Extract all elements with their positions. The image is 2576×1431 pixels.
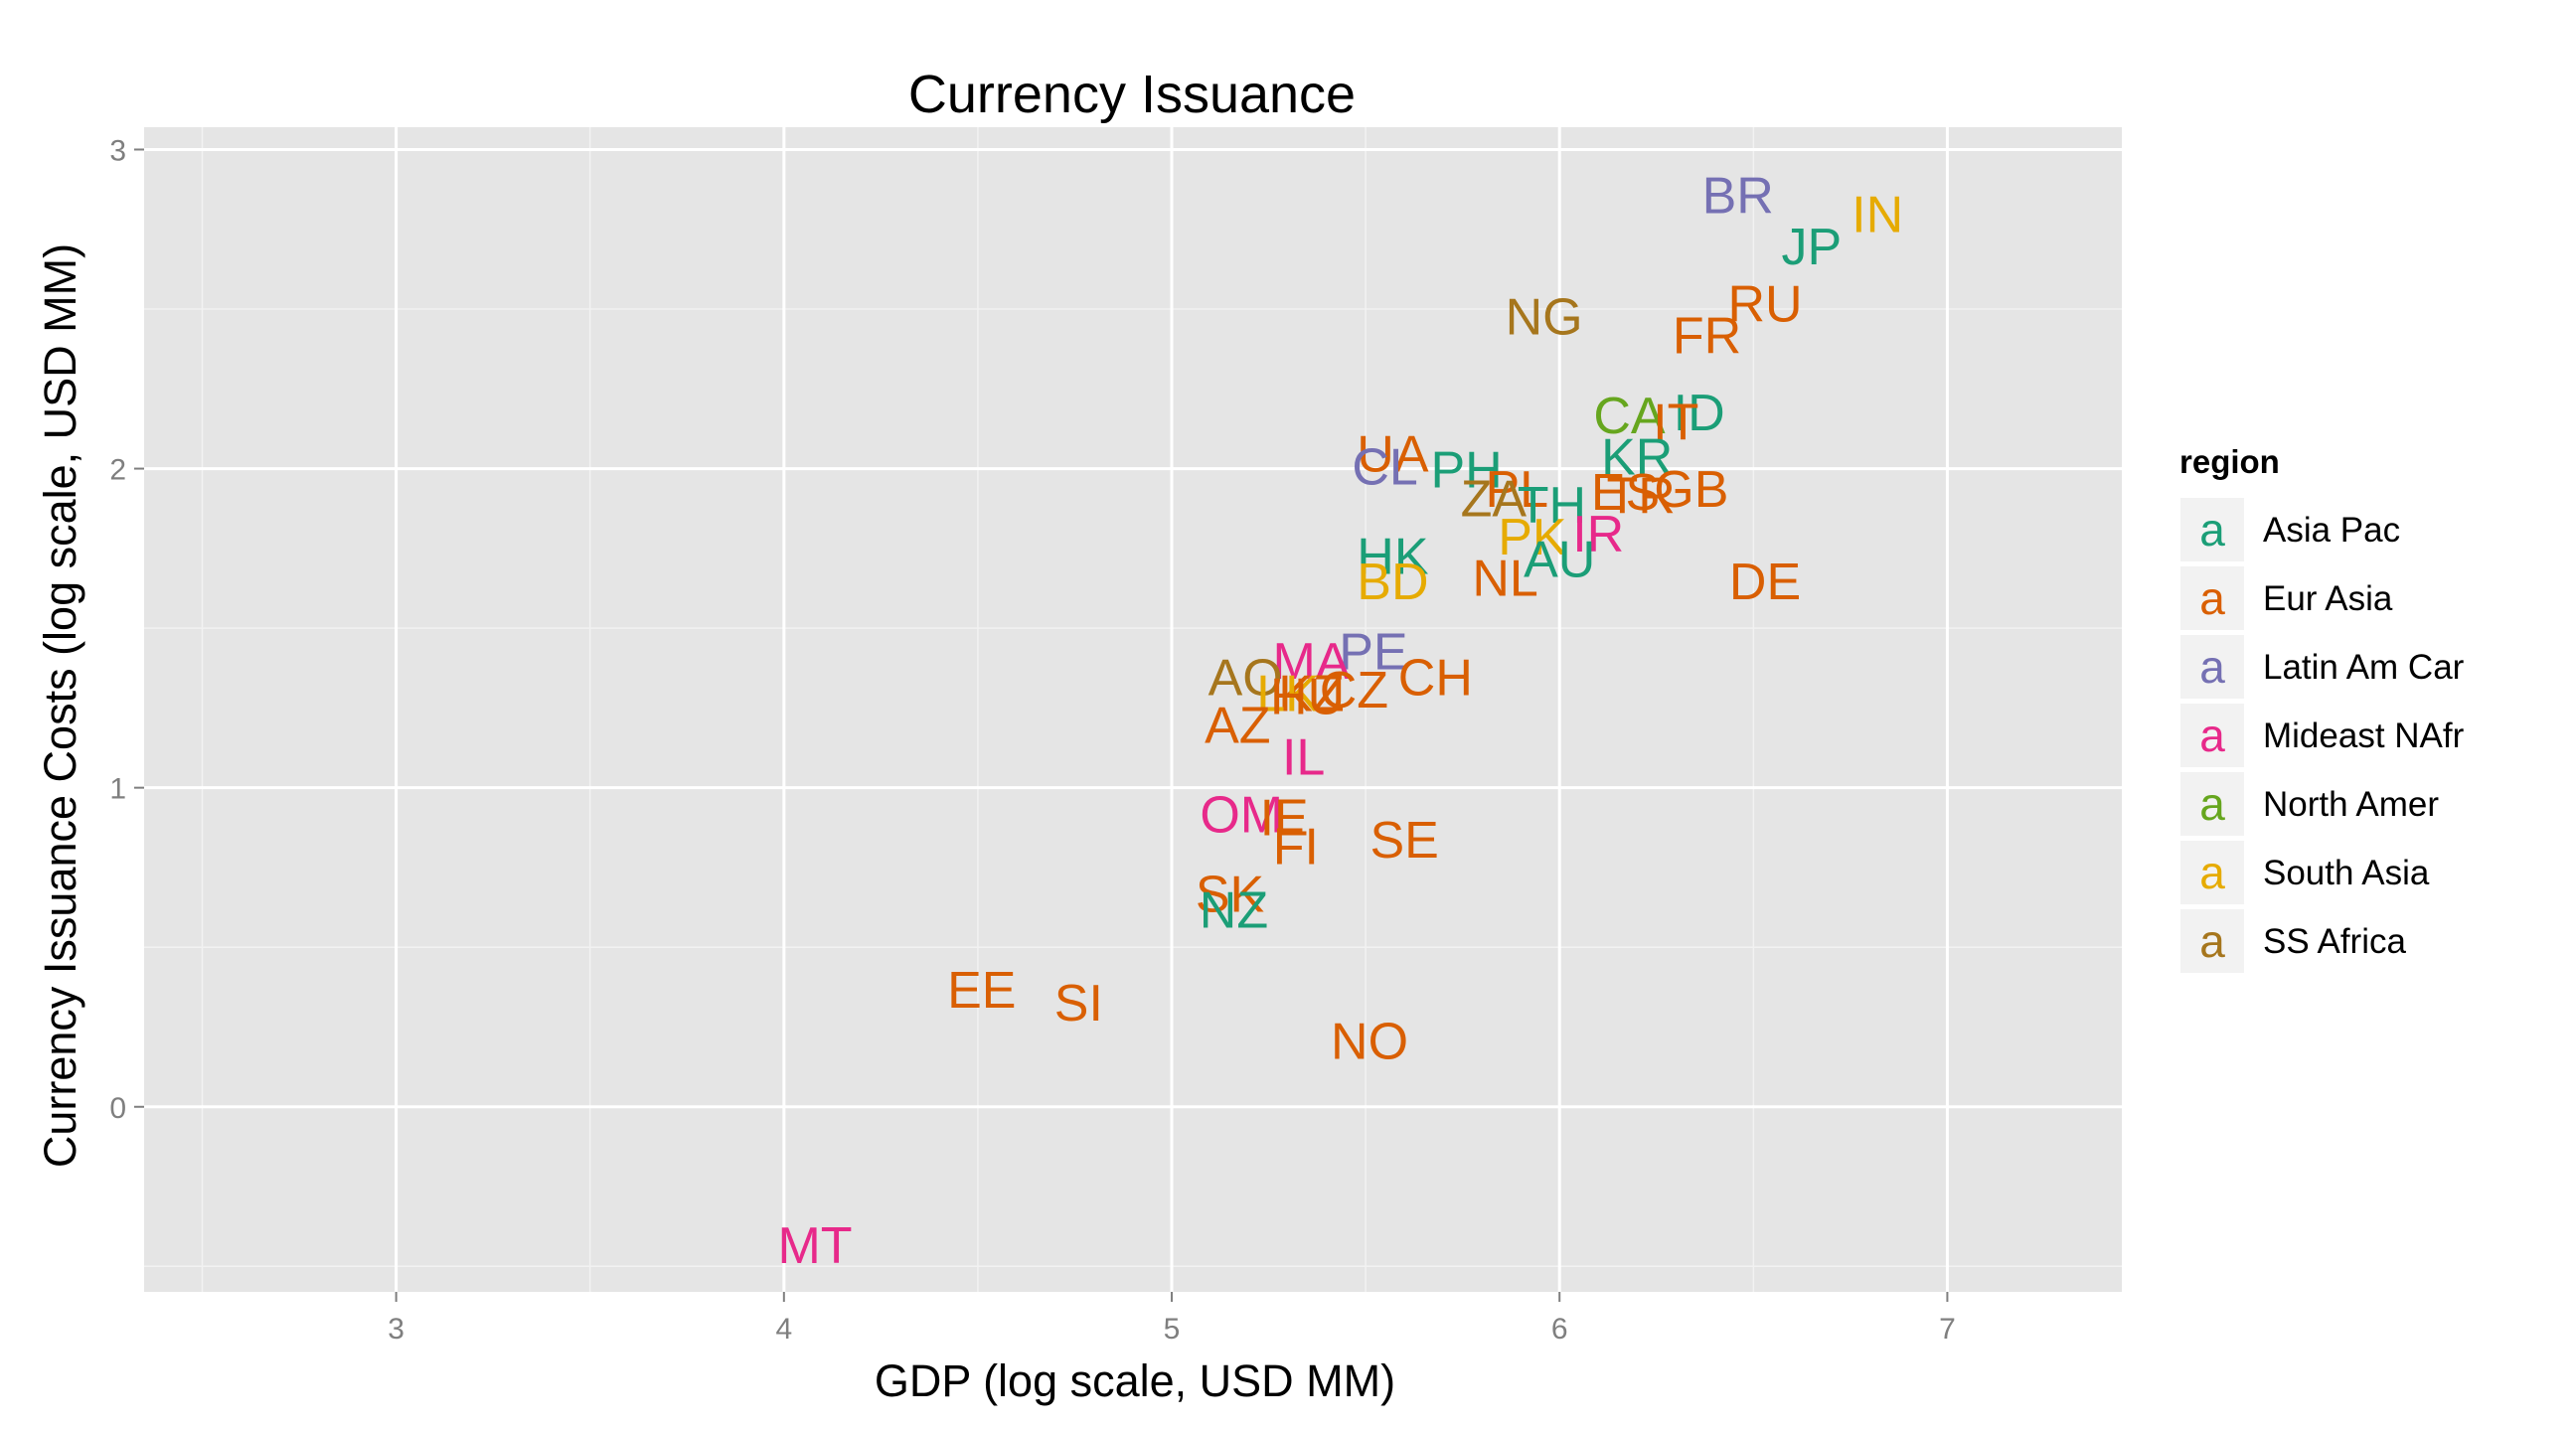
legend-key [2178,564,2246,632]
point-label-se: SE [1369,812,1438,870]
point-label-id: ID [1674,385,1725,442]
legend-label: SS Africa [2263,922,2406,961]
point-label-ir: IR [1572,506,1624,563]
x-tick-label: 5 [1164,1313,1181,1346]
y-tick-label: 3 [109,134,126,167]
point-label-ph: PH [1430,442,1502,500]
y-axis-title: Currency Issuance Costs (log scale, USD … [35,243,85,1168]
legend-label: Eur Asia [2263,579,2393,618]
point-label-pe: PE [1339,624,1407,682]
point-label-es: ES [1591,464,1660,522]
y-tick-label: 0 [109,1092,126,1125]
legend-key-glyph: a [2199,710,2225,761]
legend-entry: a Mideast NAfr [2178,702,2465,769]
point-label-fr: FR [1673,308,1741,366]
point-label-de: DE [1729,554,1801,611]
legend: region a Asia Pac a Eur Asia a Latin Am Car a Mi… [2178,443,2465,975]
legend-title: region [2179,443,2280,480]
legend-key-glyph: a [2199,915,2225,967]
legend-key [2178,633,2246,701]
point-label-kz: KZ [1278,665,1344,722]
legend-entry: a SS Africa [2178,907,2406,975]
point-label-th: TH [1518,477,1586,535]
point-label-az: AZ [1205,697,1270,754]
point-label-ng: NG [1506,288,1583,346]
point-label-ao: AO [1208,649,1283,707]
point-label-ca: CA [1593,388,1666,445]
legend-key [2178,839,2246,906]
legend-key-glyph: a [2199,847,2225,898]
point-label-br: BR [1702,167,1774,225]
point-label-bd: BD [1357,554,1428,611]
legend-label: Latin Am Car [2263,648,2465,687]
point-label-ru: RU [1727,276,1802,334]
point-label-cl: CL [1352,438,1417,496]
point-label-kr: KR [1601,429,1673,487]
point-label-pk: PK [1498,509,1567,566]
legend-key [2178,702,2246,769]
point-label-hu: HU [1270,669,1345,726]
point-label-il: IL [1282,729,1325,787]
point-label-nl: NL [1472,551,1537,608]
point-label-no: NO [1331,1013,1408,1070]
x-tick-label: 4 [775,1313,792,1346]
legend-key-glyph: a [2199,641,2225,693]
point-label-om: OM [1200,786,1283,844]
x-tick-label: 7 [1939,1313,1956,1346]
point-label-pl: PL [1485,461,1548,519]
point-label-it: IT [1653,394,1698,451]
point-label-mt: MT [777,1217,852,1275]
legend-key [2178,496,2246,563]
point-label-sk: SK [1196,867,1265,924]
chart-title: Currency Issuance [908,65,1356,124]
point-label-nz: NZ [1200,882,1268,940]
legend-key-glyph: a [2199,572,2225,624]
point-label-cz: CZ [1320,662,1388,719]
point-label-ua: UA [1357,426,1429,484]
axes: 3 4 5 6 7 0 1 2 3 [109,134,1955,1346]
x-tick-label: 6 [1551,1313,1568,1346]
point-label-jp: JP [1781,219,1842,276]
point-label-hk: HK [1357,528,1429,585]
point-label-ie: IE [1260,790,1309,848]
point-label-in: IN [1852,187,1903,244]
x-axis-title: GDP (log scale, USD MM) [875,1355,1395,1406]
point-label-si: SI [1054,975,1103,1033]
point-label-tr: TR [1606,467,1675,525]
legend-entry: a Latin Am Car [2178,633,2465,701]
legend-entry: a Eur Asia [2178,564,2393,632]
plot-panel [144,127,2122,1292]
legend-key-glyph: a [2199,778,2225,830]
legend-label: South Asia [2263,854,2430,892]
legend-label: Mideast NAfr [2263,716,2465,755]
legend-key [2178,770,2246,838]
legend-key-glyph: a [2199,504,2225,556]
point-label-za: ZA [1461,470,1528,528]
legend-label: Asia Pac [2263,511,2400,550]
y-tick-label: 1 [109,773,126,806]
panel-background [144,127,2122,1292]
legend-entry: a North Amer [2178,770,2439,838]
point-label-ma: MA [1272,633,1350,691]
point-label-fi: FI [1273,818,1319,875]
legend-entry: a Asia Pac [2178,496,2400,563]
point-label-ee: EE [947,962,1016,1020]
x-tick-label: 3 [388,1313,404,1346]
legend-entry: a South Asia [2178,839,2430,906]
point-label-lk: LK [1256,665,1320,722]
point-label-ch: CH [1398,649,1473,707]
point-label-au: AU [1524,531,1595,588]
legend-key [2178,907,2246,975]
legend-label: North Amer [2263,785,2439,824]
y-tick-label: 2 [109,454,126,487]
point-label-gb: GB [1654,461,1728,519]
